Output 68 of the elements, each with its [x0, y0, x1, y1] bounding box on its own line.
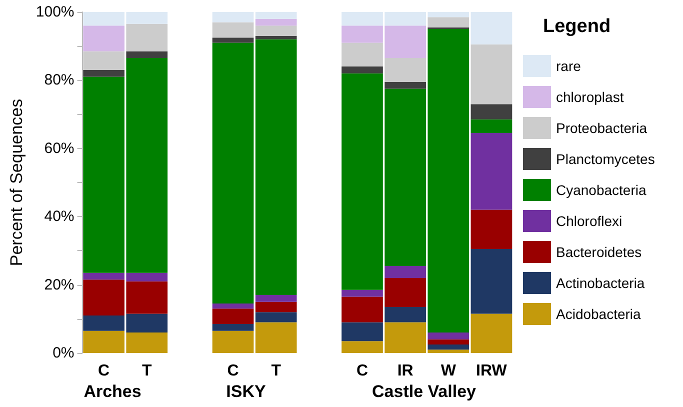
legend-label: Planctomycetes	[556, 151, 655, 167]
bar	[212, 308, 254, 324]
y-tick-label: 80%	[44, 72, 74, 89]
bar	[83, 51, 124, 70]
legend-label: Acidobacteria	[556, 306, 642, 322]
y-tick-label: 40%	[44, 208, 74, 226]
y-tick-label: 0%	[52, 344, 74, 362]
bar	[212, 304, 254, 309]
bar	[342, 66, 383, 74]
legend-label: chloroplast	[556, 89, 624, 105]
bar	[342, 290, 383, 297]
text: ISKY	[226, 382, 266, 401]
bar	[255, 26, 297, 36]
bar	[212, 12, 254, 22]
legend-label: rare	[556, 58, 582, 74]
bar	[428, 344, 470, 350]
bar	[384, 306, 426, 322]
bar	[470, 119, 512, 134]
bar	[470, 210, 512, 249]
text: Castle Valley	[372, 382, 477, 401]
bar	[384, 266, 426, 278]
legend-label: Actinobacteria	[556, 275, 645, 291]
x-tick-label: IR	[397, 362, 414, 380]
bar	[342, 322, 383, 342]
bar	[255, 18, 297, 26]
y-tick-label: 20%	[44, 276, 74, 294]
bar	[428, 339, 470, 344]
y-tick-label: 100%	[36, 4, 74, 20]
x-tick-label: IRW	[476, 362, 508, 380]
legend-label: Cyanobacteria	[556, 182, 646, 198]
bar	[470, 44, 512, 104]
bar	[83, 26, 124, 52]
y-tick-label: 60%	[44, 140, 74, 157]
bar	[212, 42, 254, 304]
bar	[255, 312, 297, 322]
legend-label: Proteobacteria	[556, 120, 648, 136]
bar	[255, 302, 297, 312]
bar	[428, 332, 470, 340]
bar	[83, 70, 124, 77]
bar	[470, 12, 512, 44]
y-axis-title: Percent of Sequences	[7, 98, 26, 266]
bar	[212, 330, 254, 353]
bar	[384, 82, 426, 89]
x-tick-label: W	[440, 362, 457, 380]
legend-label: Bacteroidetes	[556, 244, 642, 260]
bar	[470, 314, 512, 353]
bar	[255, 36, 297, 40]
x-tick-label: C	[356, 362, 368, 380]
bar	[255, 39, 297, 296]
bar	[470, 133, 512, 210]
bar	[126, 51, 168, 58]
bar	[212, 324, 254, 331]
bar	[126, 24, 168, 52]
legend-title: Legend	[543, 16, 611, 37]
bar	[470, 104, 512, 120]
x-tick-label: T	[271, 362, 282, 380]
bar	[255, 295, 297, 302]
bar	[255, 12, 297, 19]
bar	[470, 248, 512, 314]
bar	[212, 22, 254, 38]
text: Arches	[84, 382, 142, 401]
x-tick-label: T	[142, 362, 152, 380]
bar	[428, 17, 470, 28]
bar	[255, 322, 297, 353]
legend-label: Chloroflexi	[556, 213, 622, 229]
x-tick-label: C	[227, 362, 240, 380]
bar	[212, 38, 254, 43]
x-tick-label: C	[98, 362, 110, 380]
